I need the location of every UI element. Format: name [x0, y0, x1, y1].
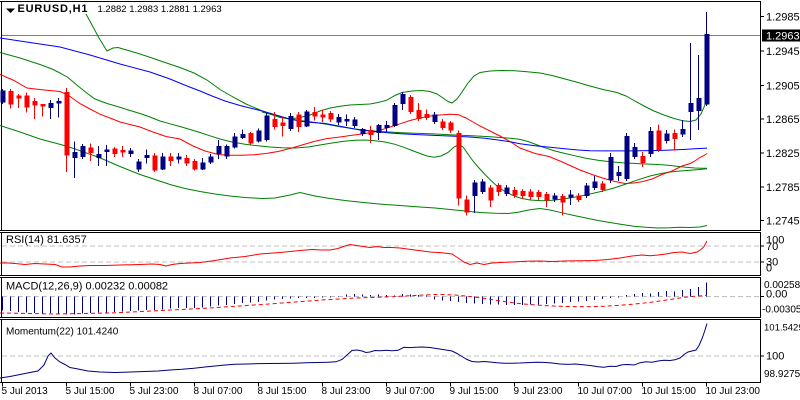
svg-text:-0.00305: -0.00305 — [762, 305, 800, 316]
svg-text:9 Jul 15:00: 9 Jul 15:00 — [450, 386, 499, 397]
svg-text:9 Jul 23:00: 9 Jul 23:00 — [514, 386, 563, 397]
svg-text:1.2865: 1.2865 — [766, 114, 800, 126]
svg-text:10 Jul 15:00: 10 Jul 15:00 — [642, 386, 697, 397]
svg-text:1.2963: 1.2963 — [766, 31, 800, 43]
svg-text:0: 0 — [766, 263, 772, 275]
svg-text:30: 30 — [766, 256, 778, 268]
svg-text:8 Jul 23:00: 8 Jul 23:00 — [322, 386, 371, 397]
svg-text:1.2945: 1.2945 — [766, 46, 800, 58]
svg-text:101.5429: 101.5429 — [764, 323, 800, 334]
svg-text:8 Jul 15:00: 8 Jul 15:00 — [258, 386, 307, 397]
svg-text:1.2882 1.2983 1.2881 1.2963: 1.2882 1.2983 1.2881 1.2963 — [98, 4, 222, 15]
svg-text:1.2905: 1.2905 — [766, 80, 800, 92]
svg-text:100: 100 — [766, 235, 784, 247]
svg-text:9 Jul 07:00: 9 Jul 07:00 — [386, 386, 435, 397]
svg-text:10 Jul 23:00: 10 Jul 23:00 — [706, 386, 761, 397]
svg-text:100: 100 — [766, 351, 784, 363]
svg-text:0.00: 0.00 — [766, 289, 787, 301]
svg-text:1.2785: 1.2785 — [766, 182, 800, 194]
svg-text:70: 70 — [766, 241, 778, 253]
svg-text:1.2825: 1.2825 — [766, 148, 800, 160]
svg-text:8 Jul 07:00: 8 Jul 07:00 — [194, 386, 243, 397]
svg-text:MACD(12,26,9) 0.00232 0.00082: MACD(12,26,9) 0.00232 0.00082 — [6, 281, 168, 293]
svg-text:10 Jul 07:00: 10 Jul 07:00 — [578, 386, 633, 397]
svg-text:1.2985: 1.2985 — [766, 12, 800, 24]
svg-text:Momentum(22) 101.4240: Momentum(22) 101.4240 — [6, 327, 119, 338]
svg-text:5 Jul 23:00: 5 Jul 23:00 — [130, 386, 179, 397]
svg-text:98.9275: 98.9275 — [764, 369, 800, 380]
svg-text:5 Jul 2013: 5 Jul 2013 — [2, 386, 49, 397]
svg-text:EURUSD,H1: EURUSD,H1 — [18, 3, 89, 15]
svg-text:1.2745: 1.2745 — [766, 216, 800, 228]
svg-text:0.00258: 0.00258 — [764, 280, 800, 291]
svg-text:5 Jul 15:00: 5 Jul 15:00 — [66, 386, 115, 397]
svg-text:RSI(14) 81.6357: RSI(14) 81.6357 — [6, 234, 87, 246]
